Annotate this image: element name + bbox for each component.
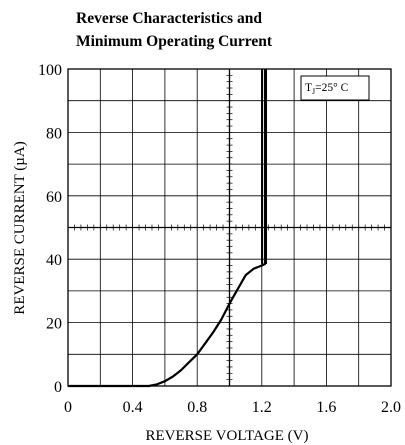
y-tick-labels: 0 20 40 60 80 100 xyxy=(38,62,62,396)
x-tick-label: 0 xyxy=(64,399,72,416)
chart-title-line-2: Minimum Operating Current xyxy=(76,33,273,50)
y-tick-label: 20 xyxy=(46,316,62,333)
series-layer xyxy=(68,69,268,388)
x-tick-labels: 0 0.4 0.8 1.2 1.6 2.0 xyxy=(64,399,401,416)
y-tick-label: 0 xyxy=(54,379,62,396)
x-tick-label: 1.2 xyxy=(252,399,272,416)
x-tick-label: 2.0 xyxy=(381,399,401,416)
y-tick-label: 80 xyxy=(46,125,62,142)
x-tick-label: 0.8 xyxy=(187,399,207,416)
x-tick-label: 1.6 xyxy=(316,399,336,416)
x-tick-label: 0.4 xyxy=(123,399,143,416)
annotation-text: TJ=25° C xyxy=(305,82,349,96)
annotation-subscript: J xyxy=(312,87,315,96)
annotation-box xyxy=(300,75,370,101)
y-tick-label: 40 xyxy=(46,252,62,269)
y-tick-label: 60 xyxy=(46,189,62,206)
series-line xyxy=(68,69,267,388)
annotation-rest: =25° C xyxy=(315,82,348,94)
x-axis-label: REVERSE VOLTAGE (V) xyxy=(146,428,309,444)
annotation-t: T xyxy=(305,82,312,94)
y-tick-label: 100 xyxy=(38,62,62,79)
plot-frame xyxy=(67,68,392,387)
y-axis-label: REVERSE CURRENT (µA) xyxy=(12,141,28,314)
chart-title-line-1: Reverse Characteristics and xyxy=(76,10,262,27)
temperature-annotation: TJ=25° C xyxy=(300,75,370,101)
